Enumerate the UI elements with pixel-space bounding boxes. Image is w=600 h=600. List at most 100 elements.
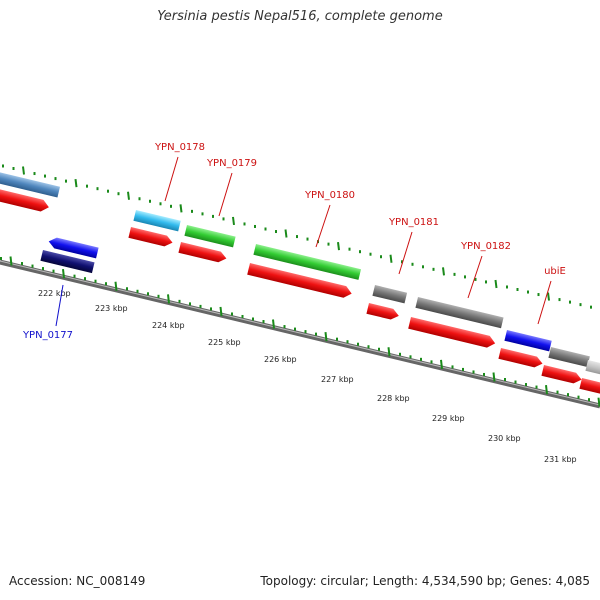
map-title: Yersinia pestis Nepal516, complete genom…: [157, 9, 443, 24]
outer-dot-tick: [117, 192, 120, 196]
outer-dot-tick: [2, 164, 4, 168]
feature-block: [415, 297, 504, 329]
gene-label-text: YPN_0182: [460, 241, 511, 252]
ruler-dot-tick: [52, 269, 55, 273]
outer-dot-tick: [275, 230, 277, 234]
outer-major-tick: [22, 166, 25, 175]
ruler-dot-tick: [430, 360, 433, 364]
outer-major-tick: [547, 292, 550, 301]
ruler-major-tick: [492, 372, 496, 382]
ruler-major-tick: [272, 319, 275, 329]
kbp-tick-labels: 222 kbp 223 kbp 224 kbp 225 kbp 226 kbp 227 k…: [38, 289, 577, 464]
gene-label-text: YPN_0177: [22, 330, 73, 341]
ruler-dot-tick: [210, 307, 212, 311]
leader-line: [315, 204, 331, 248]
ruler-dot-tick: [483, 372, 485, 376]
kbp-label: 230 kbp: [488, 434, 521, 443]
leader-line: [537, 280, 552, 325]
inner-tick-ruler: [0, 256, 600, 407]
kbp-label: 228 kbp: [377, 394, 410, 403]
outer-major-tick: [389, 254, 393, 263]
outer-dot-tick: [159, 202, 162, 206]
gene-label-ypn_0177: YPN_0177: [22, 284, 73, 341]
outer-dot-tick: [453, 272, 456, 276]
accession-value: NC_008149: [76, 574, 146, 588]
ruler-dot-tick: [462, 367, 464, 371]
outer-major-tick: [127, 191, 130, 200]
ruler-major-tick: [219, 306, 223, 317]
ruler-dot-tick: [21, 262, 23, 266]
outer-dot-tick: [243, 222, 246, 226]
ruler-dot-tick: [378, 347, 380, 351]
accession-footer: Accession: NC_008149: [9, 574, 145, 588]
ruler-dot-tick: [199, 304, 202, 308]
kbp-label: 227 kbp: [321, 375, 354, 384]
cds-arrow: [579, 378, 600, 395]
outer-dot-tick: [212, 214, 214, 218]
ruler-dot-tick: [105, 282, 107, 286]
gene-label-text: YPN_0180: [304, 190, 355, 201]
cds-arrow: [498, 348, 543, 368]
ruler-dot-tick: [73, 274, 76, 278]
outer-dot-tick: [401, 260, 403, 264]
outer-dot-tick: [138, 197, 141, 201]
outer-major-tick: [337, 242, 340, 251]
ruler-dot-tick: [304, 330, 307, 334]
outer-dot-tick: [569, 300, 571, 304]
outer-dot-tick: [191, 209, 193, 213]
outer-dot-tick: [579, 303, 582, 307]
outer-dot-tick: [359, 250, 361, 254]
outer-dot-tick: [86, 184, 88, 188]
gene-label-ubie: ubiE: [537, 266, 566, 325]
feature-block: [0, 170, 61, 198]
genome-stats-footer: Topology: circular; Length: 4,534,590 bp…: [260, 574, 590, 588]
ruler-dot-tick: [472, 370, 475, 374]
outer-major-tick: [494, 279, 498, 289]
gene-label-ypn_0178: YPN_0178: [154, 142, 205, 202]
cds-arrow: [178, 242, 227, 263]
ruler-dot-tick: [556, 390, 559, 394]
outer-dot-tick: [411, 262, 414, 266]
outer-dot-tick: [432, 267, 435, 271]
ruler-dot-tick: [420, 357, 422, 361]
outer-dot-tick: [327, 242, 330, 246]
outer-dot-tick: [296, 235, 298, 239]
ruler-dot-tick: [525, 383, 527, 387]
ruler-dot-tick: [588, 398, 590, 402]
ruler-dot-tick: [136, 289, 139, 293]
cds-arrow: [128, 227, 173, 247]
outer-dot-tick: [96, 187, 99, 191]
kbp-label: 224 kbp: [152, 321, 185, 330]
outer-dot-tick: [65, 179, 67, 183]
outer-dot-tick: [54, 177, 57, 181]
ruler-dot-tick: [577, 395, 580, 399]
ruler-dot-tick: [189, 302, 191, 306]
gene-label-text: ubiE: [544, 266, 566, 277]
ruler-dot-tick: [31, 264, 34, 268]
feature-block: [253, 244, 362, 280]
outer-dot-tick: [107, 189, 109, 193]
outer-dot-tick: [527, 290, 529, 294]
outer-dot-tick: [348, 247, 351, 251]
outer-dot-tick: [12, 167, 15, 171]
ruler-major-tick: [545, 384, 548, 395]
ruler-dot-tick: [514, 380, 517, 384]
backbone-line: [0, 259, 600, 409]
leader-line: [398, 231, 413, 275]
outer-dot-tick: [590, 305, 592, 309]
kbp-label: 229 kbp: [432, 414, 465, 423]
ruler-dot-tick: [241, 314, 244, 318]
kbp-label: 223 kbp: [95, 304, 128, 313]
ruler-dot-tick: [367, 345, 370, 349]
gene-label-text: YPN_0178: [154, 142, 205, 153]
outer-tick-track: [2, 164, 592, 309]
outer-dot-tick: [558, 298, 561, 302]
kbp-label: 231 kbp: [544, 455, 577, 464]
outer-dot-tick: [380, 255, 382, 259]
ruler-major-tick: [114, 281, 118, 291]
cds-arrow: [48, 237, 99, 259]
outer-dot-tick: [44, 174, 46, 178]
outer-dot-tick: [149, 199, 151, 203]
ruler-dot-tick: [42, 267, 44, 271]
